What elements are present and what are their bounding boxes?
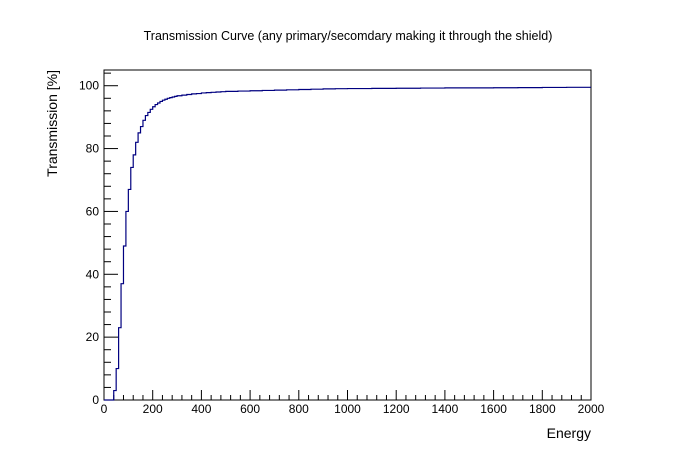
x-tick-label: 1800 bbox=[529, 402, 556, 416]
x-tick-label: 1600 bbox=[480, 402, 507, 416]
x-tick-label: 200 bbox=[143, 402, 163, 416]
transmission-step-line bbox=[104, 86, 591, 401]
x-tick-label: 1400 bbox=[432, 402, 459, 416]
y-tick-label: 20 bbox=[86, 330, 100, 344]
y-tick-label: 0 bbox=[92, 393, 99, 407]
x-tick-label: 400 bbox=[191, 402, 211, 416]
x-tick-label: 0 bbox=[101, 402, 108, 416]
y-tick-label: 60 bbox=[86, 204, 100, 218]
x-tick-label: 800 bbox=[289, 402, 309, 416]
x-tick-label: 1000 bbox=[334, 402, 361, 416]
y-tick-label: 80 bbox=[86, 142, 100, 156]
y-tick-label: 40 bbox=[86, 267, 100, 281]
x-tick-label: 1200 bbox=[383, 402, 410, 416]
axis-ticks bbox=[103, 72, 592, 401]
x-tick-label: 2000 bbox=[578, 402, 605, 416]
y-tick-label: 100 bbox=[79, 79, 99, 93]
y-axis-title: Transmission [%] bbox=[44, 70, 60, 177]
axis-tick-labels: 0 200 400 600 800 1000 1200 1400 1600 1800 2000 0 20… bbox=[79, 79, 605, 416]
chart-title: Transmission Curve (any primary/secomdar… bbox=[144, 29, 553, 43]
x-tick-label: 600 bbox=[240, 402, 260, 416]
plot-frame bbox=[103, 69, 592, 401]
x-axis-title: Energy bbox=[547, 425, 591, 441]
